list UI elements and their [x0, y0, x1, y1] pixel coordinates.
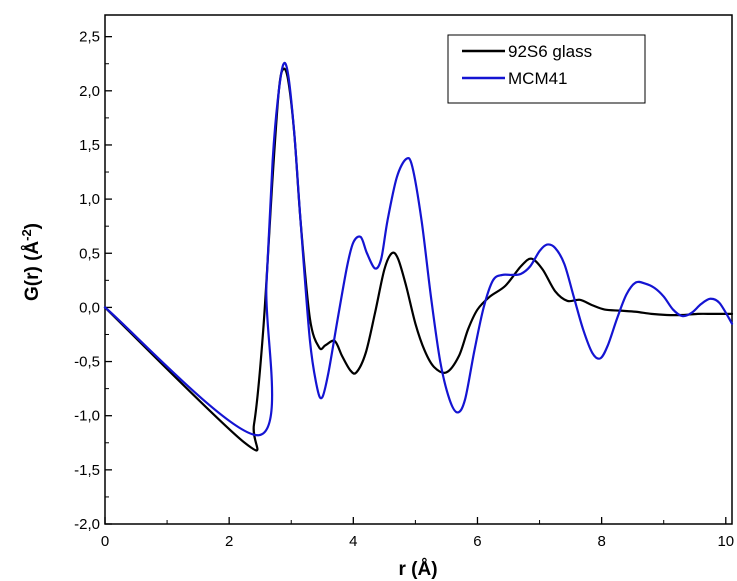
- y-tick-label: 0,5: [79, 245, 100, 262]
- y-axis-ticks: -2,0 -1,5 -1,0 -0,5 0,0 0,5 1,0 1,5 2,0 2,5: [74, 29, 112, 533]
- y-tick-label: 1,5: [79, 137, 100, 154]
- y-tick-label: -0,5: [74, 354, 100, 371]
- x-tick-label: 8: [597, 533, 605, 550]
- y-tick-label: 2,0: [79, 83, 100, 100]
- y-axis-title-close: ): [22, 223, 43, 229]
- y-tick-label: -2,0: [74, 516, 100, 533]
- legend: 92S6 glass MCM41: [447, 34, 646, 104]
- y-axis-title-superscript: -2: [19, 229, 34, 241]
- x-axis-title: r (Å): [398, 559, 437, 580]
- x-tick-label: 10: [717, 533, 734, 550]
- y-tick-label: 2,5: [79, 29, 100, 46]
- x-tick-label: 2: [225, 533, 233, 550]
- legend-label-0: 92S6 glass: [508, 42, 592, 61]
- y-tick-label: 1,0: [79, 191, 100, 208]
- minor-ticks: [105, 63, 665, 524]
- series-line-0: [103, 67, 734, 452]
- y-axis-title: G(r) (Å-2): [19, 223, 44, 301]
- series-line-1: [103, 61, 734, 437]
- y-tick-label: -1,5: [74, 462, 100, 479]
- legend-label-1: MCM41: [508, 69, 568, 88]
- x-tick-label: 4: [349, 533, 357, 550]
- series-lines: [103, 61, 734, 452]
- y-tick-label: 0,0: [79, 299, 100, 316]
- x-tick-label: 0: [101, 533, 109, 550]
- legend-box: [447, 34, 646, 104]
- y-axis-title-main: G(r) (Å: [22, 241, 43, 301]
- x-axis-ticks: 0 2 4 6 8 10: [101, 517, 734, 550]
- x-tick-label: 6: [473, 533, 481, 550]
- y-tick-label: -1,0: [74, 408, 100, 425]
